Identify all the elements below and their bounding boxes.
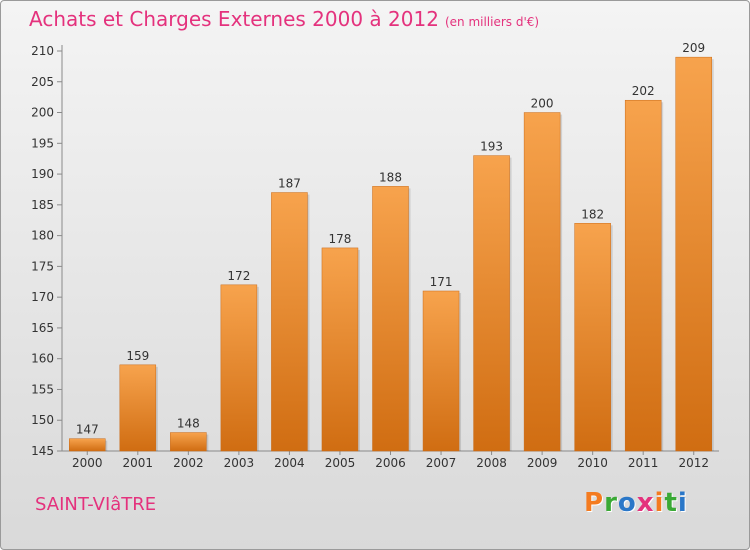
y-tick-label: 165	[31, 321, 54, 335]
x-tick-label: 2010	[577, 456, 608, 470]
y-tick-label: 145	[31, 444, 54, 458]
chart-unit: (en milliers d'€)	[444, 15, 540, 29]
chart-title-text: Achats et Charges Externes 2000 à 2012	[29, 7, 439, 31]
bar-value-label: 171	[430, 275, 453, 289]
commune-name: SAINT-VIâTRE	[35, 494, 157, 515]
bar	[574, 223, 611, 452]
y-tick-label: 150	[31, 413, 54, 427]
bar-value-label: 193	[480, 140, 503, 154]
logo-letter: i	[677, 488, 688, 518]
bar-value-label: 148	[177, 417, 200, 431]
bar	[220, 284, 258, 452]
x-tick-label: 2004	[274, 456, 305, 470]
x-tick-label: 2008	[476, 456, 507, 470]
y-tick-label: 190	[31, 167, 54, 181]
bar-value-label: 159	[126, 349, 149, 363]
bar-value-label: 178	[329, 232, 352, 246]
y-tick-label: 210	[31, 44, 54, 58]
y-tick-label: 185	[31, 198, 54, 212]
bar-value-label: 147	[76, 423, 99, 437]
chart-axes: 145 150 155 160 165 170 175 180 185 190 195 200 205 2…	[31, 44, 719, 470]
logo-letter: r	[604, 488, 618, 518]
y-tick-label: 155	[31, 382, 54, 396]
logo-letter: i	[654, 488, 665, 518]
bar	[170, 432, 207, 452]
chart-title: Achats et Charges Externes 2000 à 2012 (e…	[29, 7, 539, 31]
bar	[321, 247, 359, 452]
bar	[69, 438, 106, 452]
bar	[523, 112, 561, 452]
bar	[675, 56, 712, 452]
x-tick-label: 2007	[426, 456, 457, 470]
y-tick-label: 170	[31, 290, 54, 304]
bar	[473, 155, 510, 452]
bar-value-label: 202	[632, 84, 655, 98]
y-tick-label: 200	[31, 106, 54, 120]
bar	[119, 364, 157, 452]
x-tick-label: 2011	[628, 456, 659, 470]
logo-letter: x	[636, 488, 655, 518]
bar-value-label: 187	[278, 177, 301, 191]
y-tick-label: 160	[31, 352, 54, 366]
bar-value-label: 200	[531, 97, 554, 111]
y-tick-label: 180	[31, 229, 54, 243]
logo-letter: o	[617, 488, 637, 518]
x-tick-label: 2005	[325, 456, 356, 470]
bar-value-label: 188	[379, 170, 402, 184]
chart-bars: 147 159 148 172 187 178 188 171 193 200 182 202 209	[69, 41, 714, 452]
y-tick-label: 175	[31, 259, 54, 273]
bar-value-label: 209	[682, 41, 705, 55]
x-tick-label: 2003	[224, 456, 255, 470]
bar	[372, 186, 409, 452]
logo-letter: t	[664, 488, 678, 518]
bar	[422, 290, 460, 452]
x-tick-label: 2001	[123, 456, 154, 470]
x-tick-label: 2012	[678, 456, 709, 470]
x-tick-label: 2002	[173, 456, 204, 470]
y-tick-label: 195	[31, 136, 54, 150]
y-tick-label: 205	[31, 75, 54, 89]
x-tick-label: 2000	[72, 456, 103, 470]
logo-letter: P	[584, 488, 605, 518]
proxiti-logo: Proxiti	[584, 488, 688, 518]
x-tick-label: 2009	[527, 456, 558, 470]
bar-value-label: 172	[227, 269, 250, 283]
bar	[271, 192, 308, 452]
bar	[624, 99, 662, 452]
x-tick-label: 2006	[375, 456, 406, 470]
bar-value-label: 182	[581, 207, 604, 221]
